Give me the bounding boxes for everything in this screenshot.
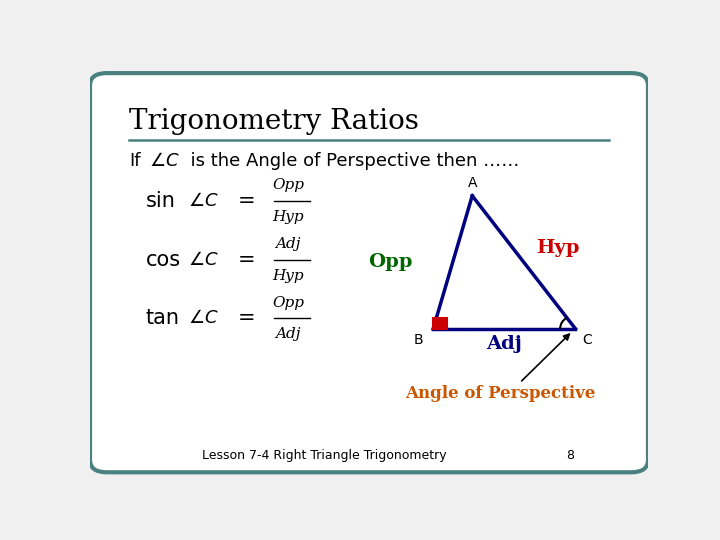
Text: Opp: Opp (272, 178, 304, 192)
Text: Opp: Opp (272, 295, 304, 309)
Text: Hyp: Hyp (272, 210, 304, 224)
Text: Lesson 7-4 Right Triangle Trigonometry: Lesson 7-4 Right Triangle Trigonometry (202, 449, 446, 462)
Text: =: = (238, 250, 256, 270)
Text: 8: 8 (566, 449, 574, 462)
Text: Angle of Perspective: Angle of Perspective (405, 385, 595, 402)
Text: Hyp: Hyp (272, 269, 304, 283)
Text: Adj: Adj (486, 335, 522, 353)
Text: tan: tan (145, 308, 180, 328)
Text: If: If (129, 152, 140, 170)
Text: Adj: Adj (275, 327, 301, 341)
Text: A: A (467, 176, 477, 190)
Text: =: = (238, 191, 256, 211)
Bar (433, 319, 447, 329)
Text: $\angle C$: $\angle C$ (148, 152, 179, 170)
Text: $\angle C$: $\angle C$ (188, 309, 218, 327)
Text: Trigonometry Ratios: Trigonometry Ratios (129, 109, 419, 136)
Text: C: C (582, 333, 592, 347)
Text: Adj: Adj (275, 238, 301, 252)
Text: sin: sin (145, 191, 176, 211)
FancyBboxPatch shape (90, 73, 648, 472)
Text: cos: cos (145, 250, 181, 270)
Text: =: = (238, 308, 256, 328)
Text: $\angle C$: $\angle C$ (188, 192, 218, 210)
Text: B: B (414, 333, 423, 347)
Text: Hyp: Hyp (536, 239, 580, 256)
Text: $\angle C$: $\angle C$ (188, 251, 218, 269)
Text: Opp: Opp (368, 253, 413, 271)
Text: is the Angle of Perspective then ……: is the Angle of Perspective then …… (179, 152, 520, 170)
